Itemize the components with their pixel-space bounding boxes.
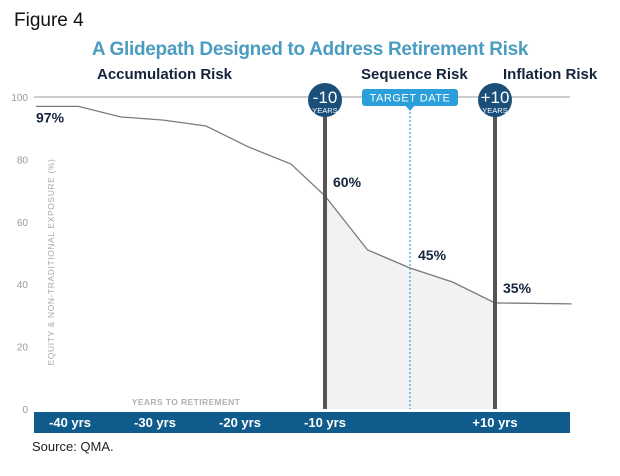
figure-label: Figure 4 — [14, 10, 84, 31]
marker-year-unit: YEARS — [312, 106, 337, 115]
value-annotation: 45% — [418, 247, 447, 263]
y-tick-label: 40 — [17, 280, 29, 291]
x-axis-label: YEARS TO RETIREMENT — [132, 397, 241, 407]
marker-circle — [478, 83, 512, 117]
value-annotations: 97% 60% 45% 35% — [36, 109, 532, 296]
source-note: Source: QMA. — [32, 439, 114, 454]
x-axis-ticks: -40 yrs -30 yrs -20 yrs -10 yrs +10 yrs — [49, 415, 518, 430]
marker-year-value: -10 — [313, 88, 338, 107]
y-tick-label: 60 — [17, 218, 29, 229]
x-tick-label: -30 yrs — [134, 415, 176, 430]
x-tick-label: -40 yrs — [49, 415, 91, 430]
chart-title: A Glidepath Designed to Address Retireme… — [91, 39, 529, 60]
risk-label-inflation: Inflation Risk — [503, 66, 598, 83]
target-date-callout: TARGET DATE — [362, 89, 458, 111]
marker-circle — [308, 83, 342, 117]
value-annotation: 97% — [36, 109, 65, 125]
y-tick-label: 80 — [17, 155, 29, 166]
target-date-box — [362, 89, 458, 106]
x-tick-label: +10 yrs — [472, 415, 517, 430]
value-annotation: 60% — [333, 174, 362, 190]
glidepath-line — [36, 105, 572, 305]
target-date-pointer — [405, 105, 415, 111]
marker-year-value: +10 — [481, 88, 510, 107]
y-axis-ticks: 0 20 40 60 80 100 — [11, 93, 28, 416]
risk-label-accumulation: Accumulation Risk — [97, 66, 233, 83]
x-tick-label: -20 yrs — [219, 415, 261, 430]
y-tick-label: 20 — [17, 343, 29, 354]
risk-label-sequence: Sequence Risk — [361, 66, 468, 83]
x-tick-label: -10 yrs — [304, 415, 346, 430]
y-tick-label: 0 — [22, 405, 28, 416]
x-axis-band — [34, 412, 570, 433]
shaded-region — [325, 195, 495, 409]
value-annotation: 35% — [503, 280, 532, 296]
target-date-label: TARGET DATE — [370, 93, 451, 105]
y-tick-label: 100 — [11, 93, 28, 104]
marker-year-unit: YEARS — [482, 106, 507, 115]
y-axis-label: EQUITY & NON-TRADITIONAL EXPOSURE (%) — [46, 159, 56, 366]
